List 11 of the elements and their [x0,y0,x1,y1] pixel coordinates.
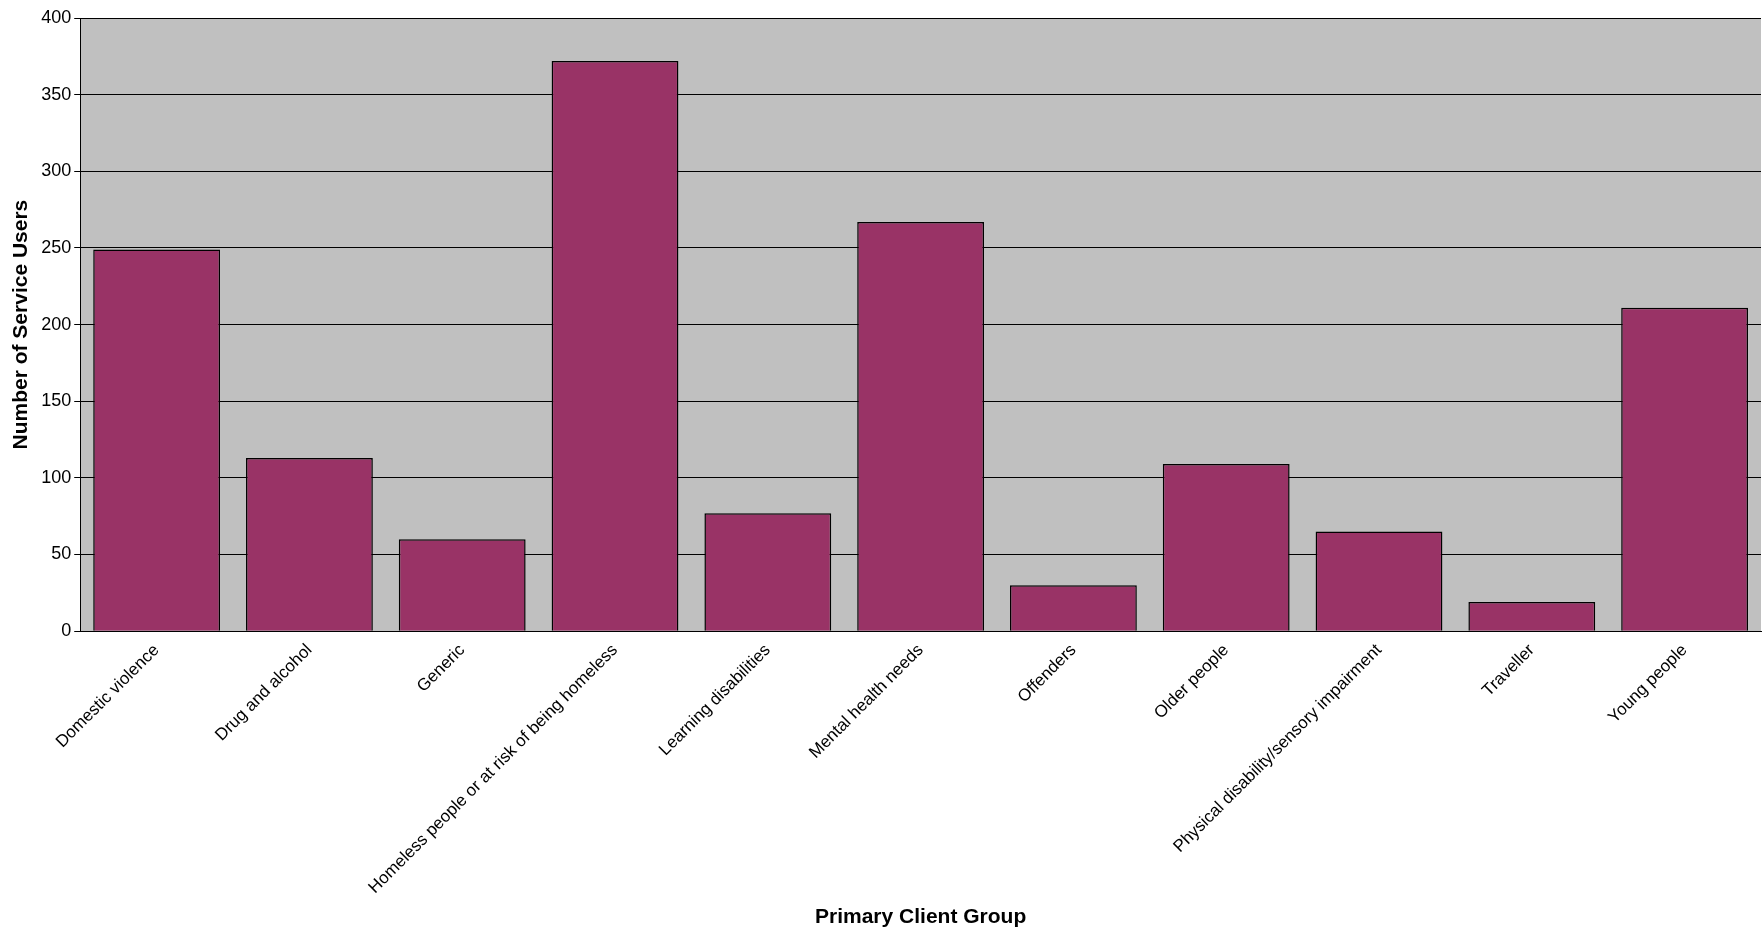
y-tick-label: 200 [41,313,72,334]
y-tick-label: 50 [51,543,72,564]
y-tick-label: 150 [41,390,72,411]
y-axis-title: Number of Service Users [8,199,32,450]
y-tick-label: 250 [41,236,72,257]
x-axis-title: Primary Client Group [815,904,1027,928]
y-tick-label: 100 [41,466,72,487]
y-tick-label: 400 [41,6,72,27]
y-tick-label: 0 [61,620,72,641]
y-tick-label: 350 [41,83,72,104]
y-tick-label: 300 [41,160,72,181]
